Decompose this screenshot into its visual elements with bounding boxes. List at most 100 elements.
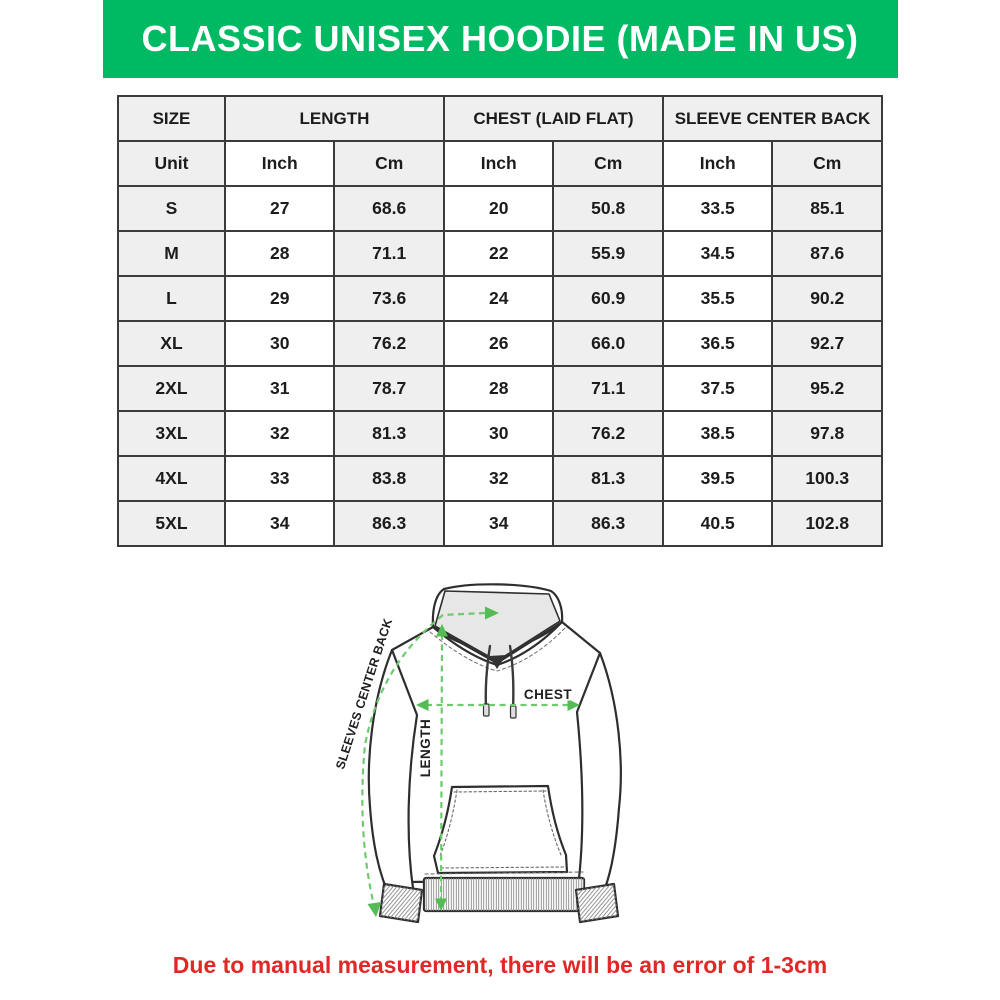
chest-label: CHEST xyxy=(524,687,573,702)
table-cell: 86.3 xyxy=(333,500,445,547)
pocket-stitching xyxy=(439,789,565,869)
table-row: S 27 68.6 20 50.8 33.5 85.1 xyxy=(117,185,883,232)
table-cell: 60.9 xyxy=(552,275,664,322)
chest-arrow-left-icon xyxy=(416,699,429,711)
col-header-chest: CHEST (LAID FLAT) xyxy=(442,95,664,142)
table-cell: 36.5 xyxy=(661,320,774,367)
title-banner: CLASSIC UNISEX HOODIE (MADE IN US) xyxy=(102,0,898,78)
table-header-row: SIZE LENGTH CHEST (LAID FLAT) SLEEVE CEN… xyxy=(117,95,884,142)
table-cell: 31 xyxy=(223,365,336,412)
unit-cell: Cm xyxy=(333,140,445,187)
size-cell: XL xyxy=(117,320,226,367)
unit-row: Unit Inch Cm Inch Cm Inch Cm xyxy=(117,140,883,187)
table-cell: 78.7 xyxy=(333,365,445,412)
unit-cell: Inch xyxy=(442,140,555,187)
col-header-sleeve: SLEEVE CENTER BACK xyxy=(661,95,884,142)
length-arrow-up-icon xyxy=(436,624,448,637)
table-cell: 66.0 xyxy=(552,320,664,367)
table-cell: 76.2 xyxy=(333,320,445,367)
table-cell: 33 xyxy=(223,455,336,502)
table-cell: 37.5 xyxy=(661,365,774,412)
hood-drawstrings xyxy=(482,644,517,719)
size-chart-container: SIZE LENGTH CHEST (LAID FLAT) SLEEVE CEN… xyxy=(117,95,884,547)
table-cell: 38.5 xyxy=(661,410,774,457)
table-cell: 28 xyxy=(442,365,555,412)
hoodie-hem-band xyxy=(422,876,586,913)
unit-cell: Unit xyxy=(117,140,226,187)
hem-stitching xyxy=(424,871,584,875)
unit-cell: Cm xyxy=(771,140,883,187)
table-cell: 71.1 xyxy=(552,365,664,412)
unit-cell: Inch xyxy=(661,140,774,187)
table-cell: 29 xyxy=(223,275,336,322)
table-row: 5XL 34 86.3 34 86.3 40.5 102.8 xyxy=(117,500,883,547)
table-cell: 85.1 xyxy=(771,185,883,232)
table-cell: 81.3 xyxy=(333,410,445,457)
table-cell: 83.8 xyxy=(333,455,445,502)
table-cell: 87.6 xyxy=(771,230,883,277)
unit-cell: Cm xyxy=(552,140,664,187)
size-cell: L xyxy=(117,275,226,322)
chest-arrow-right-icon xyxy=(567,699,580,711)
size-cell: 4XL xyxy=(117,455,226,502)
hoodie-left-sleeve xyxy=(367,648,419,897)
size-cell: 3XL xyxy=(117,410,226,457)
size-chart-table: SIZE LENGTH CHEST (LAID FLAT) SLEEVE CEN… xyxy=(117,95,884,547)
table-cell: 95.2 xyxy=(771,365,883,412)
col-header-size: SIZE xyxy=(117,95,226,142)
hoodie-measurement-diagram: SLEEVES CENTER BACK CHEST LENGTH xyxy=(320,570,680,938)
table-cell: 102.8 xyxy=(771,500,883,547)
size-cell: M xyxy=(117,230,226,277)
hoodie-right-sleeve xyxy=(575,651,622,897)
table-row: 2XL 31 78.7 28 71.1 37.5 95.2 xyxy=(117,365,883,412)
hoodie-right-cuff xyxy=(574,882,620,924)
table-cell: 39.5 xyxy=(661,455,774,502)
unit-cell: Inch xyxy=(223,140,336,187)
length-label: LENGTH xyxy=(418,719,433,778)
table-cell: 92.7 xyxy=(771,320,883,367)
hoodie-diagram-svg: SLEEVES CENTER BACK CHEST LENGTH xyxy=(332,583,622,924)
table-row: 3XL 32 81.3 30 76.2 38.5 97.8 xyxy=(117,410,883,457)
table-cell: 55.9 xyxy=(552,230,664,277)
size-cell: S xyxy=(117,185,226,232)
table-cell: 71.1 xyxy=(333,230,445,277)
size-cell: 5XL xyxy=(117,500,226,547)
sleeve-arrow-right-icon xyxy=(485,606,499,620)
table-cell: 20 xyxy=(442,185,555,232)
table-cell: 30 xyxy=(442,410,555,457)
collar-v-notch xyxy=(489,655,506,669)
hood-interior xyxy=(434,590,561,662)
hoodie-left-cuff xyxy=(378,882,424,924)
table-cell: 34 xyxy=(223,500,336,547)
table-cell: 50.8 xyxy=(552,185,664,232)
table-cell: 73.6 xyxy=(333,275,445,322)
table-cell: 100.3 xyxy=(771,455,883,502)
table-cell: 34.5 xyxy=(661,230,774,277)
table-cell: 32 xyxy=(223,410,336,457)
table-cell: 68.6 xyxy=(333,185,445,232)
table-cell: 34 xyxy=(442,500,555,547)
table-row: L 29 73.6 24 60.9 35.5 90.2 xyxy=(117,275,883,322)
table-row: XL 30 76.2 26 66.0 36.5 92.7 xyxy=(117,320,883,367)
table-cell: 97.8 xyxy=(771,410,883,457)
table-cell: 40.5 xyxy=(661,500,774,547)
table-cell: 33.5 xyxy=(661,185,774,232)
page-title: CLASSIC UNISEX HOODIE (MADE IN US) xyxy=(141,18,859,59)
hoodie-pocket xyxy=(432,784,569,875)
table-cell: 27 xyxy=(223,185,336,232)
length-arrow-down-icon xyxy=(435,898,447,911)
table-cell: 76.2 xyxy=(552,410,664,457)
table-cell: 81.3 xyxy=(552,455,664,502)
measurement-error-note: Due to manual measurement, there will be… xyxy=(172,952,828,978)
table-cell: 30 xyxy=(223,320,336,367)
sleeve-arrow-down-icon xyxy=(367,902,382,917)
table-cell: 86.3 xyxy=(552,500,664,547)
table-cell: 24 xyxy=(442,275,555,322)
table-cell: 26 xyxy=(442,320,555,367)
table-cell: 35.5 xyxy=(661,275,774,322)
size-cell: 2XL xyxy=(117,365,226,412)
hoodie-outline-drawing xyxy=(367,583,622,924)
table-cell: 22 xyxy=(442,230,555,277)
table-cell: 32 xyxy=(442,455,555,502)
table-cell: 28 xyxy=(223,230,336,277)
